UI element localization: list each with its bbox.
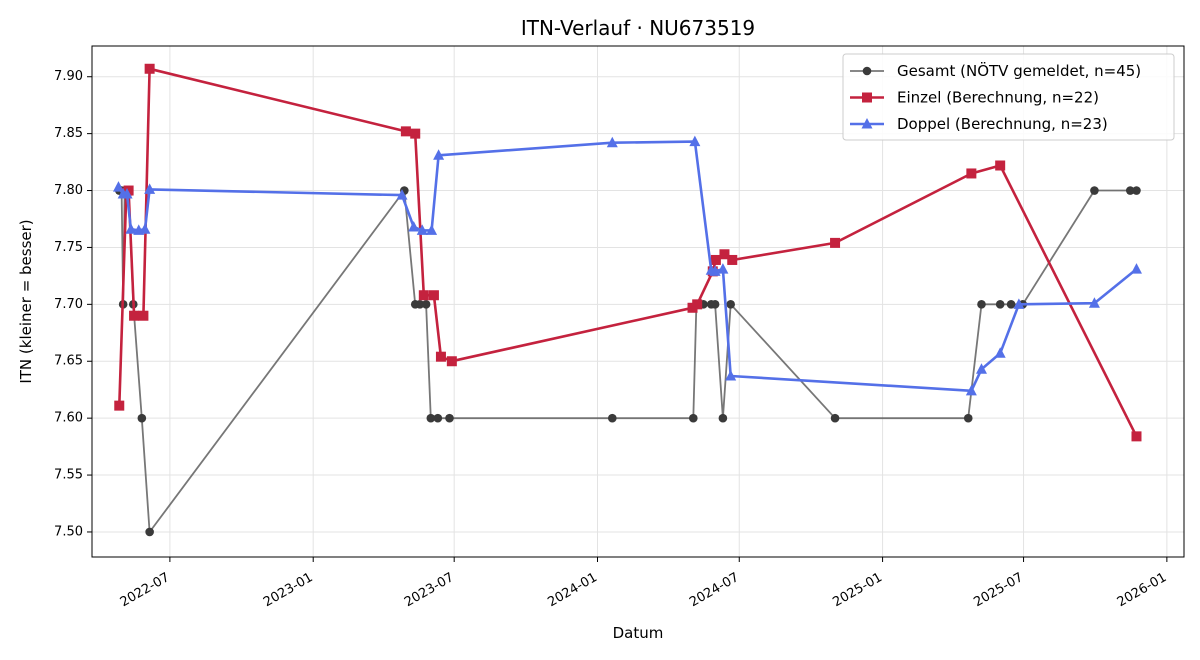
data-point <box>426 413 436 423</box>
data-point <box>121 187 133 199</box>
data-point <box>725 370 737 381</box>
data-point <box>144 183 156 194</box>
data-point <box>966 168 977 179</box>
data-point <box>726 300 735 309</box>
y-tick-label: 7.70 <box>54 297 83 312</box>
data-point <box>445 413 454 423</box>
data-point <box>689 135 701 147</box>
data-point <box>416 224 428 235</box>
data-point <box>428 290 439 301</box>
data-point <box>717 263 729 274</box>
data-point <box>963 413 973 423</box>
legend-label: Einzel (Berechnung, n=22) <box>897 89 1099 107</box>
y-tick-label: 7.75 <box>54 240 83 255</box>
data-point <box>1132 186 1141 195</box>
data-point <box>727 254 738 265</box>
data-point <box>830 413 840 423</box>
data-point <box>433 149 445 160</box>
y-tick-label: 7.85 <box>54 126 83 141</box>
data-point <box>426 224 438 235</box>
legend-label: Doppel (Berechnung, n=23) <box>897 115 1108 133</box>
y-tick-label: 7.60 <box>54 411 83 426</box>
data-point <box>400 126 411 137</box>
legend-swatch-marker <box>861 118 873 129</box>
data-point <box>710 300 720 309</box>
data-point <box>606 136 618 148</box>
legend-entry: Einzel (Berechnung, n=22) <box>850 89 1099 107</box>
legend-box <box>842 53 1175 141</box>
data-point <box>1088 297 1100 308</box>
data-point <box>433 413 443 423</box>
data-point <box>1131 431 1142 442</box>
legend-entry: Gesamt (NÖTV gemeldet, n=45) <box>850 61 1141 80</box>
y-tick-label: 7.90 <box>54 69 83 84</box>
plot-frame <box>91 45 1185 558</box>
series-triangle <box>112 135 1142 396</box>
legend-entry: Doppel (Berechnung, n=23) <box>850 115 1108 133</box>
y-axis-label: ITN (kleiner = besser) <box>17 219 35 383</box>
legend-swatch-marker <box>862 66 872 76</box>
data-point <box>112 181 124 192</box>
data-point <box>138 310 149 321</box>
data-point <box>421 300 431 309</box>
data-point <box>114 400 125 411</box>
series-layer <box>112 63 1142 537</box>
chart-title: ITN-Verlauf · NU673519 <box>521 16 755 40</box>
data-point <box>995 160 1006 171</box>
data-point <box>137 413 147 423</box>
data-point <box>965 384 977 396</box>
data-point <box>994 347 1006 358</box>
data-point <box>145 527 154 537</box>
data-point <box>830 237 841 248</box>
data-point <box>139 223 151 234</box>
data-point <box>607 413 617 423</box>
data-point <box>408 220 420 232</box>
data-point <box>692 299 703 310</box>
data-point <box>435 351 446 362</box>
data-point <box>975 363 987 374</box>
x-axis-label: Datum <box>613 624 664 642</box>
y-tick-label: 7.65 <box>54 354 83 369</box>
data-point <box>418 290 429 301</box>
data-point <box>1090 186 1099 195</box>
data-point <box>410 128 421 139</box>
y-tick-label: 7.55 <box>54 468 83 483</box>
data-point <box>995 300 1005 309</box>
data-point <box>1125 186 1135 195</box>
data-point <box>1130 263 1142 274</box>
data-point <box>1006 300 1016 309</box>
legend-swatch-marker <box>862 92 872 103</box>
legend-label: Gesamt (NÖTV gemeldet, n=45) <box>897 61 1141 80</box>
data-point <box>710 254 721 265</box>
data-point <box>689 413 698 423</box>
data-point <box>396 189 408 200</box>
data-point <box>144 63 155 74</box>
data-point <box>129 310 140 321</box>
data-point <box>718 413 728 423</box>
data-point <box>446 356 457 367</box>
y-tick-label: 7.50 <box>54 524 83 539</box>
legend: Gesamt (NÖTV gemeldet, n=45) Einzel (Bere… <box>842 53 1175 141</box>
data-point <box>415 300 425 309</box>
data-point <box>1013 298 1025 309</box>
data-point <box>719 249 730 260</box>
data-point <box>977 300 986 309</box>
data-point <box>125 223 137 234</box>
data-point <box>123 185 134 196</box>
y-tick-label: 7.80 <box>54 183 83 198</box>
